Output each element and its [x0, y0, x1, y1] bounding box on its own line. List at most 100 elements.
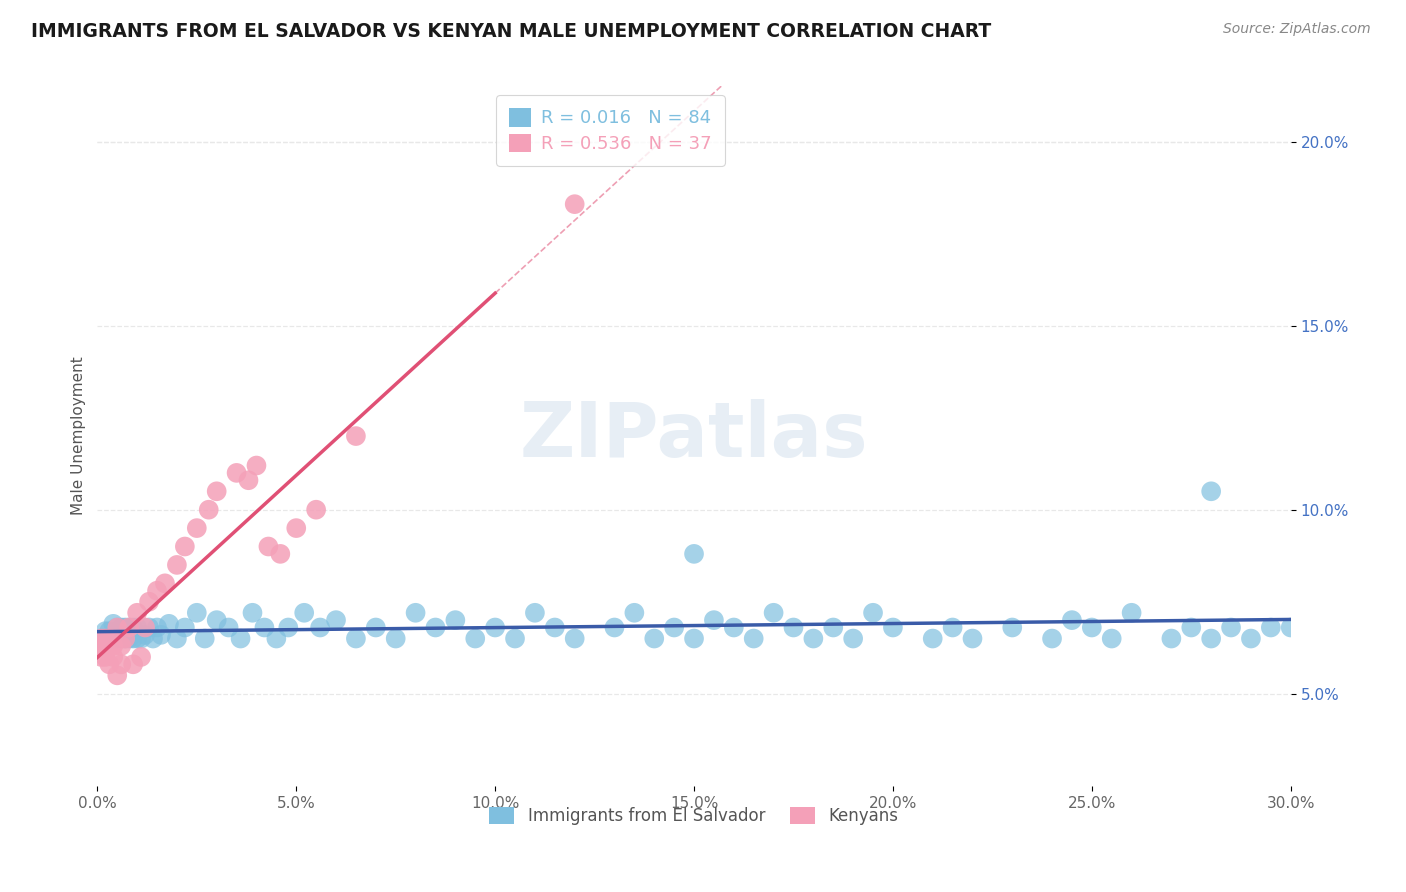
Point [94, 632, 117, 646]
Point [127, 606, 149, 620]
Point [1121, 606, 1143, 620]
Point [723, 620, 745, 634]
Point [882, 620, 904, 634]
Point [134, 620, 156, 634]
Point [127, 620, 149, 634]
Point [309, 620, 332, 634]
Text: IMMIGRANTS FROM EL SALVADOR VS KENYAN MALE UNEMPLOYMENT CORRELATION CHART: IMMIGRANTS FROM EL SALVADOR VS KENYAN MA… [31, 22, 991, 41]
Point [564, 632, 586, 646]
Point [364, 620, 387, 634]
Point [105, 620, 128, 634]
Point [344, 632, 367, 646]
Point [110, 639, 132, 653]
Point [742, 632, 765, 646]
Point [138, 595, 160, 609]
Point [1160, 632, 1182, 646]
Point [643, 632, 665, 646]
Point [90, 632, 112, 646]
Y-axis label: Male Unemployment: Male Unemployment [72, 357, 86, 516]
Point [253, 620, 276, 634]
Point [153, 576, 176, 591]
Point [862, 606, 884, 620]
Point [292, 606, 315, 620]
Point [245, 458, 267, 473]
Point [238, 473, 260, 487]
Point [122, 657, 145, 672]
Point [98, 657, 121, 672]
Point [225, 466, 247, 480]
Point [842, 632, 865, 646]
Point [105, 632, 128, 646]
Point [103, 632, 125, 646]
Point [110, 620, 132, 634]
Point [114, 632, 136, 646]
Point [285, 521, 308, 535]
Point [444, 613, 467, 627]
Point [762, 606, 785, 620]
Point [623, 606, 645, 620]
Point [803, 632, 825, 646]
Point [683, 547, 706, 561]
Point [134, 628, 156, 642]
Point [110, 632, 132, 646]
Point [186, 521, 208, 535]
Point [269, 547, 291, 561]
Point [544, 620, 567, 634]
Point [277, 620, 299, 634]
Point [325, 613, 347, 627]
Point [173, 540, 195, 554]
Point [166, 632, 188, 646]
Point [138, 620, 160, 634]
Point [173, 620, 195, 634]
Point [105, 668, 128, 682]
Point [142, 632, 165, 646]
Point [1101, 632, 1123, 646]
Point [564, 197, 586, 211]
Legend: Immigrants from El Salvador, Kenyans: Immigrants from El Salvador, Kenyans [481, 798, 907, 833]
Point [122, 620, 145, 634]
Point [114, 632, 136, 646]
Point [105, 620, 128, 634]
Point [94, 649, 117, 664]
Point [405, 606, 427, 620]
Point [1260, 620, 1282, 634]
Point [94, 624, 117, 639]
Point [1279, 620, 1302, 634]
Point [218, 620, 240, 634]
Point [1040, 632, 1063, 646]
Point [205, 484, 228, 499]
Point [110, 657, 132, 672]
Point [90, 632, 112, 646]
Point [129, 649, 152, 664]
Point [229, 632, 252, 646]
Point [90, 639, 112, 653]
Point [94, 639, 117, 653]
Point [384, 632, 406, 646]
Text: ZIPatlas: ZIPatlas [520, 399, 869, 473]
Point [484, 620, 506, 634]
Point [257, 540, 280, 554]
Point [1220, 620, 1243, 634]
Point [103, 639, 125, 653]
Point [1081, 620, 1104, 634]
Point [98, 632, 121, 646]
Point [942, 620, 965, 634]
Point [186, 606, 208, 620]
Point [129, 632, 152, 646]
Point [242, 606, 264, 620]
Point [683, 632, 706, 646]
Point [157, 616, 180, 631]
Point [146, 620, 169, 634]
Point [703, 613, 725, 627]
Point [425, 620, 447, 634]
Point [523, 606, 546, 620]
Point [150, 628, 173, 642]
Point [1180, 620, 1202, 634]
Point [98, 624, 121, 639]
Point [194, 632, 217, 646]
Point [782, 620, 804, 634]
Point [503, 632, 526, 646]
Point [1199, 484, 1222, 499]
Point [823, 620, 845, 634]
Point [1001, 620, 1024, 634]
